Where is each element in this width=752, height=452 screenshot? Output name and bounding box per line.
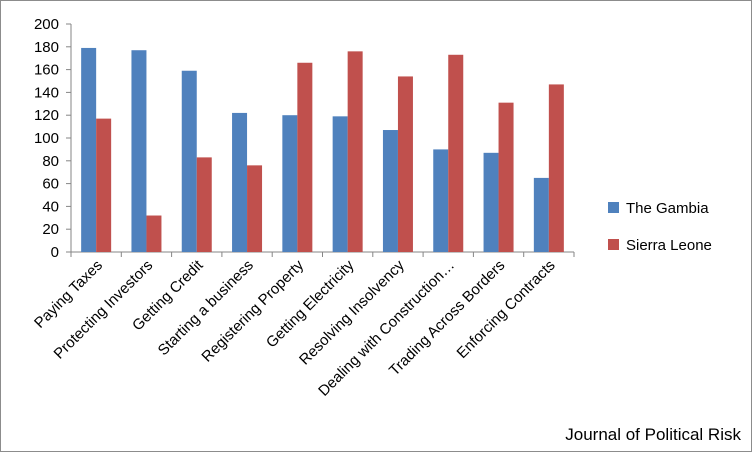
legend-label: The Gambia xyxy=(626,200,709,217)
category-label: Starting a business xyxy=(155,257,257,359)
y-tick-label: 80 xyxy=(42,153,59,170)
legend-label: Sierra Leone xyxy=(626,237,712,254)
bar-the-gambia xyxy=(131,50,147,252)
y-tick-label: 200 xyxy=(34,16,59,33)
legend-swatch xyxy=(608,202,619,213)
source-note: Journal of Political Risk xyxy=(565,425,741,444)
bar-the-gambia xyxy=(533,177,549,252)
y-tick-label: 100 xyxy=(34,130,59,147)
legend-swatch xyxy=(608,239,619,250)
y-tick-label: 140 xyxy=(34,84,59,101)
y-tick-label: 120 xyxy=(34,107,59,124)
bar-the-gambia xyxy=(382,130,398,252)
bar-the-gambia xyxy=(483,152,499,252)
bar-the-gambia xyxy=(332,116,348,252)
bar-sierra-leone xyxy=(347,51,363,252)
legend: The Gambia Sierra Leone xyxy=(608,200,712,254)
y-tick-label: 40 xyxy=(42,198,59,215)
y-tick-label: 160 xyxy=(34,62,59,79)
y-tick-label: 60 xyxy=(42,176,59,193)
bar-sierra-leone xyxy=(297,62,313,253)
bar-sierra-leone xyxy=(397,76,413,252)
bar-sierra-leone xyxy=(548,84,564,252)
y-tick-label: 180 xyxy=(34,39,59,56)
bar-sierra-leone xyxy=(498,102,514,252)
x-axis-ticks xyxy=(70,252,575,257)
bar-the-gambia xyxy=(433,149,449,252)
bar-sierra-leone xyxy=(247,165,263,252)
bar-sierra-leone xyxy=(96,118,112,253)
bar-the-gambia xyxy=(181,70,197,253)
bar-the-gambia xyxy=(232,112,248,252)
category-label: Getting Electricity xyxy=(263,256,358,351)
y-axis-ticks: 0 20 40 60 80 100 120 140 160 180 200 xyxy=(34,16,71,261)
bars xyxy=(81,47,564,253)
y-tick-label: 0 xyxy=(51,244,59,261)
bar-sierra-leone xyxy=(146,215,162,252)
bar-sierra-leone xyxy=(196,157,212,252)
bar-the-gambia xyxy=(81,47,97,252)
bar-sierra-leone xyxy=(448,54,464,252)
category-label: Enforcing Contracts xyxy=(454,257,559,362)
y-tick-label: 20 xyxy=(42,221,59,238)
bar-the-gambia xyxy=(282,115,298,252)
